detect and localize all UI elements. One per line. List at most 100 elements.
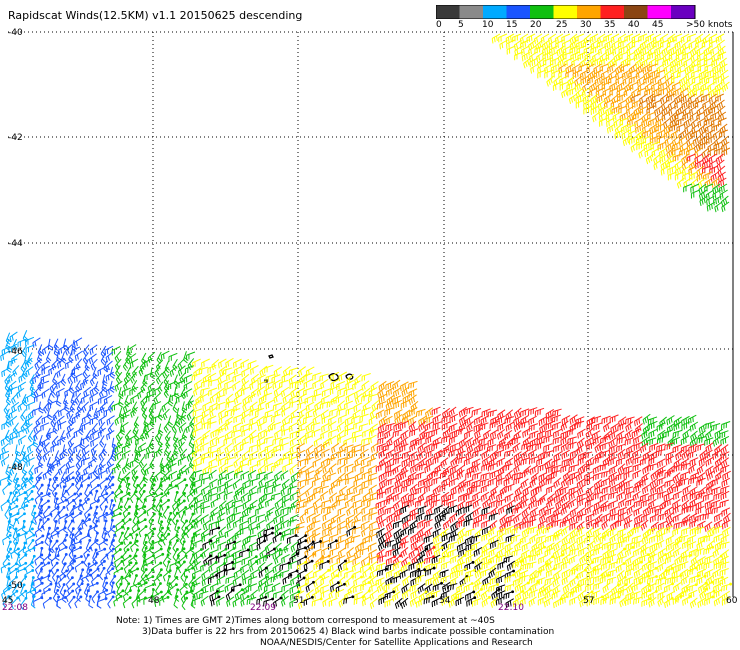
wind-barb	[638, 33, 648, 43]
wind-barb	[283, 542, 292, 554]
note-line-3: NOAA/NESDIS/Center for Satellite Applica…	[260, 638, 533, 648]
wind-barb	[583, 99, 592, 110]
wind-barb	[38, 434, 45, 448]
wind-barb	[535, 568, 545, 578]
wind-barb	[130, 394, 139, 405]
wind-barb	[689, 597, 698, 609]
wind-barb	[384, 598, 394, 608]
wind-barb	[288, 422, 298, 433]
wind-barb	[669, 57, 679, 69]
wind-barb	[311, 597, 323, 607]
wind-barb	[530, 63, 539, 74]
wind-barb	[337, 464, 346, 474]
wind-barb	[256, 539, 267, 551]
island-outline	[268, 354, 274, 359]
wind-barb	[697, 63, 707, 73]
wind-barb	[583, 45, 593, 55]
wind-barb	[376, 491, 387, 500]
wind-barb	[224, 528, 234, 539]
wind-barb	[343, 437, 353, 447]
wind-barb	[659, 39, 669, 49]
wind-barb	[289, 400, 299, 409]
wind-barb	[216, 444, 226, 455]
wind-barb	[337, 457, 347, 466]
wind-barb	[328, 435, 337, 446]
wind-barb	[270, 492, 281, 501]
wind-barb	[655, 576, 667, 586]
legend-label: 10	[482, 20, 494, 30]
wind-barb	[232, 380, 241, 391]
wind-barb	[628, 75, 638, 85]
wind-barb	[158, 504, 164, 518]
wind-barb	[681, 526, 691, 536]
wind-barb	[94, 531, 99, 546]
colorbar-swatch	[671, 5, 695, 19]
wind-barb	[680, 458, 690, 469]
wind-barb	[649, 69, 659, 79]
wind-barb	[28, 520, 34, 534]
wind-barb	[449, 512, 458, 524]
wind-barb	[472, 449, 482, 458]
wind-barb	[721, 421, 731, 430]
wind-barb	[271, 448, 281, 458]
time-label: 22:08	[2, 603, 28, 613]
wind-barb	[671, 81, 681, 92]
time-label: 22:09	[250, 603, 276, 613]
wind-barb	[465, 437, 474, 448]
wind-barb	[440, 457, 449, 469]
wind-barb	[407, 526, 417, 536]
wind-barb	[287, 519, 297, 527]
wind-barb	[654, 105, 663, 116]
wind-barb	[710, 111, 720, 121]
wind-barb	[88, 595, 94, 609]
wind-barb	[721, 81, 730, 93]
wind-barb	[264, 497, 274, 508]
wind-barb	[714, 87, 724, 97]
colorbar-swatch	[506, 5, 530, 19]
wind-barb	[672, 472, 681, 484]
wind-barb	[103, 519, 109, 533]
wind-barb	[20, 409, 27, 422]
wind-barb	[521, 51, 531, 62]
wind-barb	[569, 521, 579, 531]
wind-barb	[149, 415, 155, 428]
wind-barb	[622, 135, 631, 147]
wind-barb	[432, 421, 442, 430]
wind-barb	[360, 443, 371, 452]
wind-barb	[691, 129, 701, 139]
wind-barb	[32, 337, 41, 348]
wind-barb	[584, 498, 594, 508]
wind-barb	[618, 45, 628, 55]
wind-barb	[585, 485, 594, 497]
wind-barb	[414, 498, 425, 508]
wind-barb	[661, 45, 670, 57]
wind-barb	[378, 595, 388, 606]
wind-barb	[613, 117, 622, 128]
wind-barb	[560, 561, 570, 571]
wind-barb	[225, 470, 235, 481]
wind-barb	[561, 575, 571, 586]
wind-barb	[53, 338, 60, 351]
wind-barb	[463, 456, 473, 467]
wind-barb	[498, 33, 508, 43]
wind-barb	[425, 434, 435, 445]
wind-barb	[602, 582, 611, 594]
wind-barb	[497, 560, 507, 570]
wind-barb	[605, 105, 614, 116]
wind-barb	[583, 105, 593, 115]
wind-barb	[320, 478, 331, 487]
wind-barb	[528, 423, 539, 432]
wind-barb	[402, 575, 411, 587]
wind-barb	[233, 504, 243, 514]
wind-barb	[654, 51, 664, 62]
wind-barb	[240, 470, 250, 481]
wind-barb	[589, 33, 599, 44]
wind-barb	[66, 482, 75, 496]
wind-barb	[21, 463, 28, 476]
wind-barb	[659, 416, 667, 428]
wind-barb	[89, 344, 98, 355]
wind-barb	[72, 511, 82, 524]
wind-barb	[503, 555, 514, 564]
wind-barb	[154, 552, 165, 564]
wind-barb	[565, 69, 575, 79]
